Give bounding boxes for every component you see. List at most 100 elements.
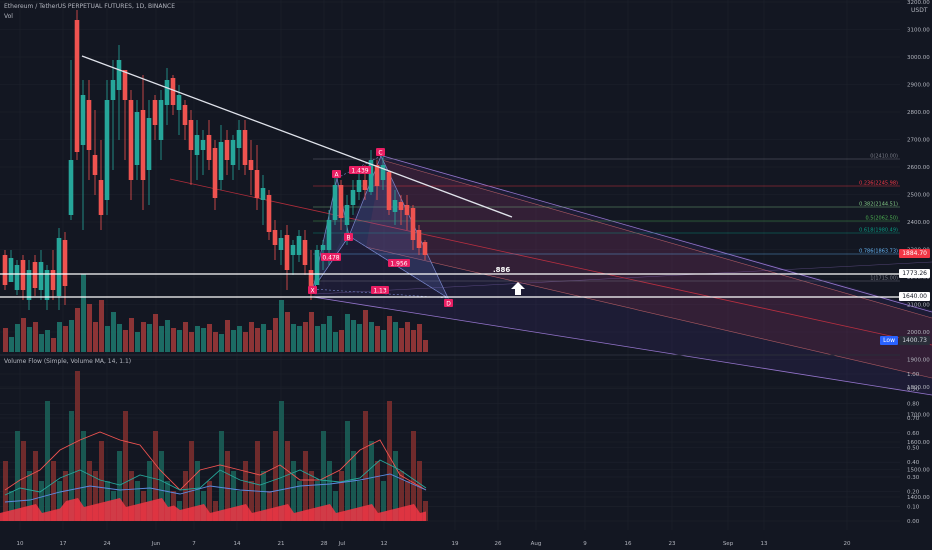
volume-bar	[417, 324, 422, 352]
candle-body	[344, 205, 350, 225]
indicator-bar	[207, 481, 212, 521]
candle-body	[98, 180, 104, 215]
chart-title[interactable]: Ethereum / TetherUS PERPETUAL FUTURES, 1…	[4, 3, 175, 10]
candle-body	[410, 208, 416, 240]
indicator-bar	[225, 451, 230, 521]
indicator-label[interactable]: Volume Flow (Simple, Volume MA, 14, 1.1)	[4, 358, 132, 365]
fib-level-label: 1(1715.00)	[870, 276, 898, 282]
candle-body	[26, 270, 32, 300]
indicator-bar	[135, 481, 140, 521]
candle-body	[248, 160, 254, 170]
volume-bar	[267, 330, 272, 352]
fib-level-label: 0.5(2062.50)	[865, 216, 898, 222]
time-tick: 7	[192, 541, 196, 547]
price-tick: 3000.00	[907, 55, 930, 61]
price-tick: 2200.00	[907, 275, 930, 281]
indicator-bar	[21, 441, 26, 521]
time-axis[interactable]: 10 17 24 Jun 7 14 21 28 Jul 12 19 26 Aug 9 16 23 Sep 13 20	[17, 541, 851, 547]
volume-bar	[369, 322, 374, 352]
indicator-bar	[285, 441, 290, 521]
indicator-bar	[105, 481, 110, 521]
indicator-bar	[291, 461, 296, 521]
volume-bar	[363, 310, 368, 352]
candle-body	[218, 142, 224, 180]
pattern-point-a: A	[332, 170, 341, 179]
volume-bar	[195, 326, 200, 352]
indicator-bar	[261, 471, 266, 521]
low-tag: Low	[880, 336, 898, 345]
fib-level-label: 0.236(2245.98)	[859, 181, 898, 187]
candle-body	[68, 160, 74, 215]
indicator-bar	[357, 481, 362, 521]
volume-bar	[117, 324, 122, 352]
indicator-tick: 0.50	[907, 446, 920, 452]
candle-body	[80, 95, 86, 145]
volume-bar	[81, 274, 86, 352]
volume-bar	[141, 322, 146, 352]
volume-bars	[3, 274, 428, 352]
volume-bar	[393, 322, 398, 352]
candle-body	[86, 100, 92, 150]
svg-text:X: X	[310, 288, 314, 295]
trend-line[interactable]	[81, 55, 513, 218]
volume-bar	[345, 314, 350, 352]
current-price-tag: 1884.70	[899, 249, 930, 258]
volume-bar	[207, 324, 212, 352]
volume-bar	[159, 326, 164, 352]
volume-bar	[321, 324, 326, 352]
indicator-tick: 0.70	[907, 416, 920, 422]
candle-body	[56, 238, 62, 296]
indicator-bar	[51, 461, 56, 521]
volume-bar	[243, 332, 248, 352]
level-tag-1: 1773.26	[899, 269, 930, 278]
candle-body	[14, 265, 20, 290]
candle-body	[224, 140, 230, 160]
candle-body	[230, 140, 236, 165]
fib-level-label: 0.786(1863.73)	[859, 249, 898, 255]
volume-bar	[111, 312, 116, 352]
candle-body	[356, 180, 362, 192]
indicator-bar	[243, 461, 248, 521]
indicator-axis[interactable]: 1.00 0.90 0.80 0.70 0.60 0.50 0.40 0.30 0.20 0.10…	[907, 372, 920, 525]
svg-text:0.478: 0.478	[322, 255, 339, 262]
candle-body	[278, 238, 284, 250]
price-tick: 2000.00	[907, 330, 930, 336]
time-tick: 28	[321, 541, 328, 547]
svg-text:1.13: 1.13	[373, 288, 387, 295]
ratio-label-d: 1.956	[388, 259, 410, 268]
indicator-tick: 0.00	[907, 519, 920, 525]
price-tick: 1500.00	[907, 468, 930, 474]
volume-bar	[123, 330, 128, 352]
indicator-bar	[267, 491, 272, 521]
candle-body	[242, 130, 248, 165]
price-tick: 1800.00	[907, 385, 930, 391]
volume-bar	[285, 312, 290, 352]
price-tick: 2700.00	[907, 138, 930, 144]
pattern-point-c: C	[376, 148, 385, 157]
time-tick: 14	[234, 541, 241, 547]
indicator-bar	[333, 491, 338, 521]
price-tick: 1600.00	[907, 440, 930, 446]
volume-bar	[165, 320, 170, 352]
price-tick: 1400.00	[907, 495, 930, 501]
volume-bar	[69, 320, 74, 352]
candle-body	[332, 185, 338, 220]
time-tick: 26	[495, 541, 502, 547]
volume-bar	[105, 326, 110, 352]
price-tick: 1700.00	[907, 413, 930, 419]
indicator-tick: 0.30	[907, 475, 920, 481]
time-tick: 23	[669, 541, 676, 547]
indicator-bar	[9, 491, 14, 521]
indicator-bar	[75, 371, 80, 521]
candle-body	[170, 78, 176, 105]
time-tick: 24	[104, 541, 111, 547]
retracement-label: .886	[493, 266, 510, 274]
candle-body	[314, 250, 320, 285]
time-tick: Aug	[531, 541, 542, 547]
volume-bar	[249, 322, 254, 352]
indicator-bar	[45, 401, 50, 521]
candle-body	[50, 270, 56, 290]
svg-text:1.439: 1.439	[351, 168, 368, 175]
candle-body	[374, 165, 380, 186]
